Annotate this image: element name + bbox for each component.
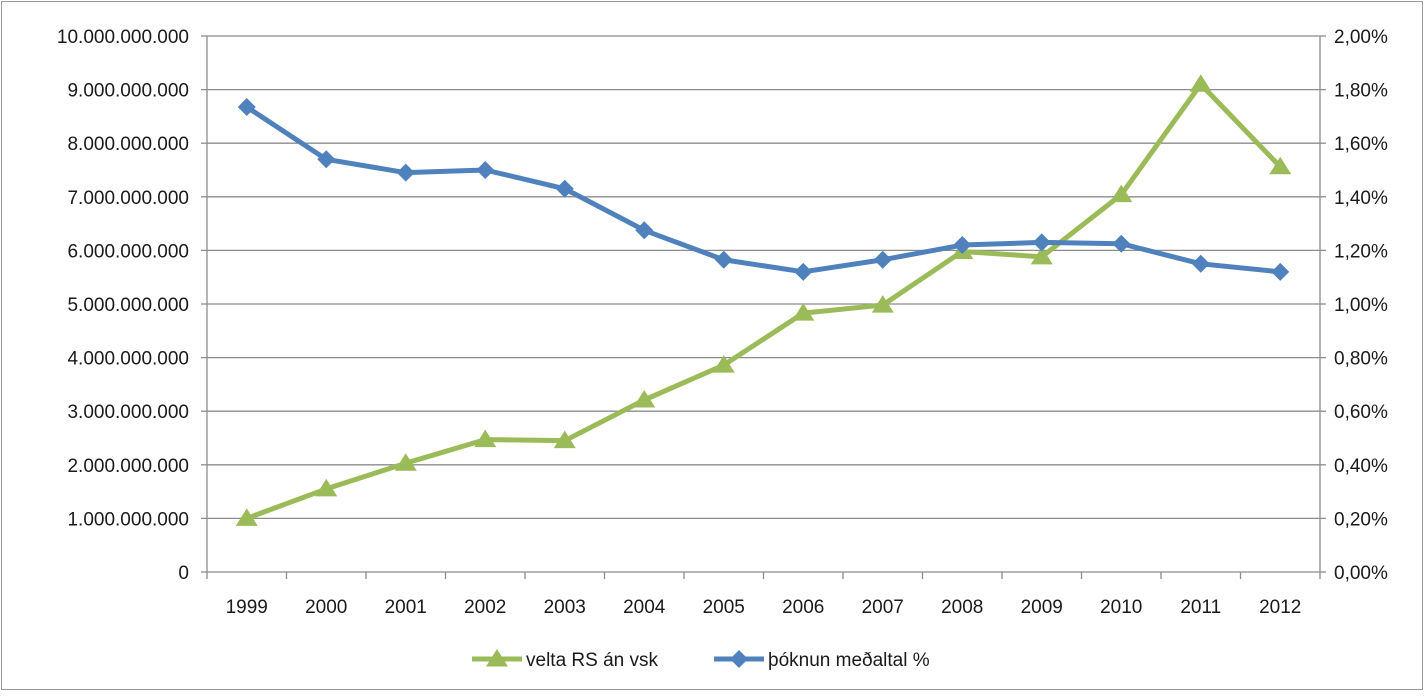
- right-axis-tick-label: 1,40%: [1334, 188, 1388, 209]
- data-point: [315, 478, 338, 497]
- right-axis-tick-label: 0,80%: [1334, 349, 1388, 370]
- left-axis-tick-label: 7.000.000.000: [67, 188, 189, 209]
- series-line: [244, 104, 1283, 275]
- left-axis-tick-label: 1.000.000.000: [67, 509, 189, 530]
- x-axis-tick-label: 2011: [1180, 597, 1221, 618]
- x-axis-tick-label: 2007: [862, 597, 904, 618]
- left-axis-tick-label: 8.000.000.000: [67, 134, 189, 155]
- x-axis-tick-label: 2003: [544, 597, 586, 618]
- data-point: [871, 295, 894, 313]
- left-axis-tick-label: 3.000.000.000: [67, 402, 189, 423]
- data-point: [1271, 262, 1290, 281]
- left-axis-tick-label: 0: [178, 563, 189, 584]
- data-point: [235, 508, 258, 526]
- axes: 0 0,00% 1.000.000.000 0,20% 2.000.000.000 0,4…: [57, 27, 1388, 618]
- left-axis-tick-label: 4.000.000.000: [67, 349, 189, 370]
- data-point: [317, 150, 336, 169]
- data-point: [712, 355, 735, 373]
- data-point: [1112, 234, 1131, 253]
- left-axis-tick-label: 10.000.000.000: [57, 27, 189, 48]
- x-axis-tick-label: 2000: [305, 597, 347, 618]
- x-axis-tick-label: 2008: [941, 597, 983, 618]
- right-axis-tick-label: 1,80%: [1334, 81, 1388, 102]
- legend-marker: [486, 649, 508, 667]
- data-point: [635, 221, 654, 240]
- right-axis-tick-label: 2,00%: [1334, 27, 1388, 48]
- x-axis-tick-label: 2012: [1259, 597, 1301, 618]
- left-axis-tick-label: 5.000.000.000: [67, 295, 189, 316]
- x-axis-tick-label: 2010: [1100, 597, 1142, 618]
- x-axis-tick-label: 2001: [385, 597, 427, 618]
- data-point: [553, 430, 576, 449]
- data-point: [953, 236, 972, 255]
- data-point: [474, 429, 497, 448]
- right-axis-tick-label: 0,00%: [1334, 563, 1388, 584]
- legend-marker: [730, 650, 748, 668]
- left-axis-tick-label: 6.000.000.000: [67, 241, 189, 262]
- data-point: [714, 250, 733, 269]
- x-axis-tick-label: 2009: [1021, 597, 1063, 618]
- data-point: [1030, 246, 1053, 265]
- right-axis-tick-label: 1,00%: [1334, 295, 1388, 316]
- x-axis-tick-label: 1999: [226, 597, 268, 618]
- series-line: [244, 81, 1283, 521]
- left-axis-tick-label: 2.000.000.000: [67, 456, 189, 477]
- data-point: [792, 303, 815, 321]
- data-point: [237, 98, 256, 117]
- legend-label: þóknun meðaltal %: [768, 650, 930, 671]
- data-point: [1032, 233, 1051, 252]
- data-point: [1189, 74, 1212, 92]
- data-point: [873, 250, 892, 269]
- data-point: [1191, 254, 1210, 273]
- x-axis-tick-label: 2006: [782, 597, 824, 618]
- x-axis-tick-label: 2002: [464, 597, 506, 618]
- left-axis-tick-label: 9.000.000.000: [67, 81, 189, 102]
- gridlines: [207, 35, 1320, 520]
- data-point: [633, 389, 656, 408]
- data-point: [394, 453, 417, 471]
- data-point: [1269, 156, 1292, 175]
- data-point: [476, 161, 495, 179]
- right-axis-tick-label: 0,20%: [1334, 509, 1388, 530]
- right-axis-tick-label: 0,60%: [1334, 402, 1388, 423]
- data-point: [1110, 184, 1133, 203]
- series: [235, 74, 1292, 526]
- data-point: [794, 262, 813, 281]
- legend: velta RS án vsk þóknun meðaltal %: [472, 649, 930, 671]
- legend-label: velta RS án vsk: [526, 650, 658, 671]
- data-point: [555, 179, 574, 198]
- x-axis-tick-label: 2004: [623, 597, 666, 618]
- x-axis-tick-label: 2005: [703, 597, 745, 618]
- right-axis-tick-label: 1,60%: [1334, 134, 1388, 155]
- right-axis-tick-label: 1,20%: [1334, 241, 1388, 262]
- data-point: [396, 163, 415, 182]
- right-axis-tick-label: 0,40%: [1334, 456, 1388, 477]
